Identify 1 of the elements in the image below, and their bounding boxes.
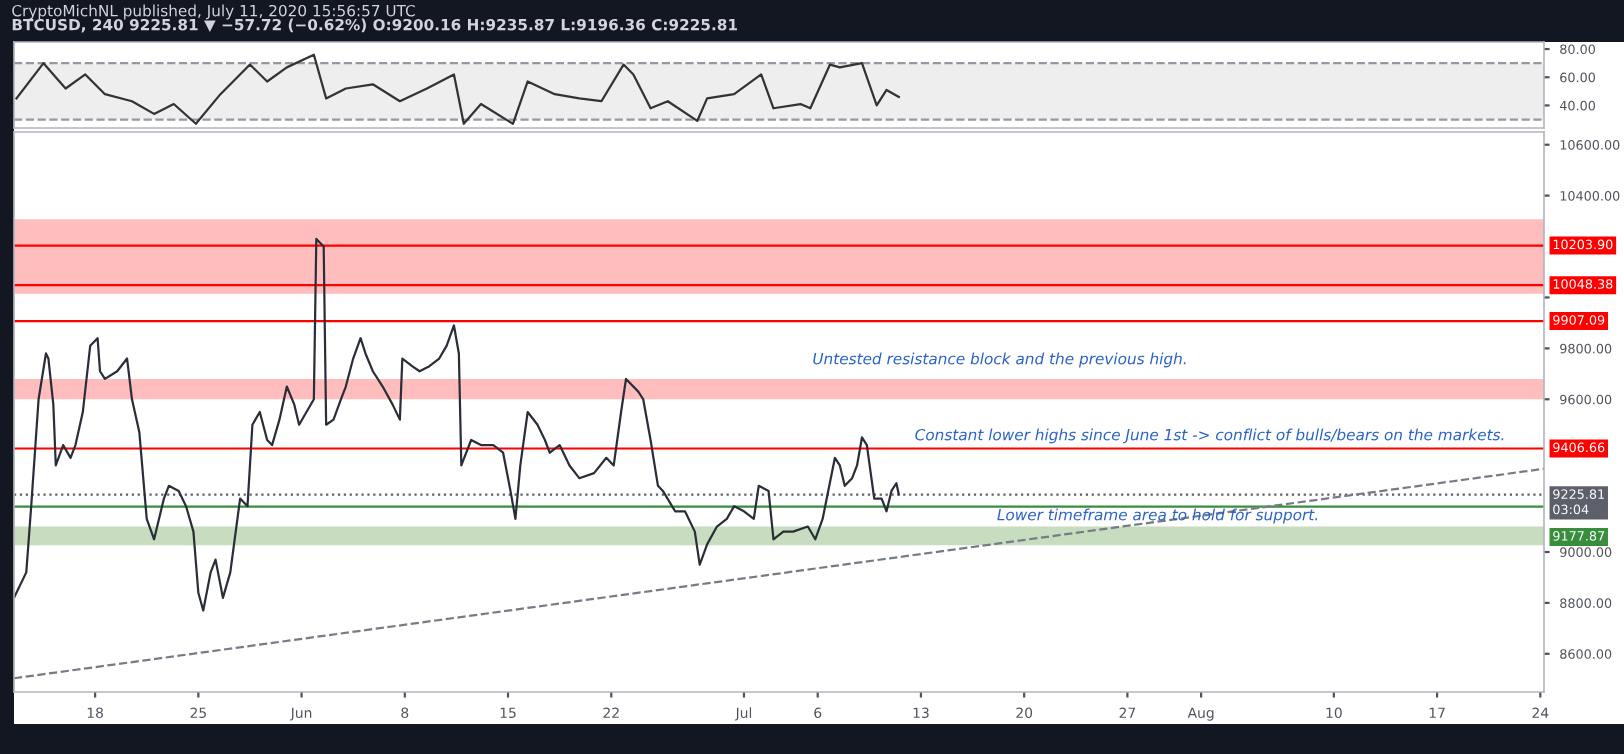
line-series (15, 53, 900, 125)
